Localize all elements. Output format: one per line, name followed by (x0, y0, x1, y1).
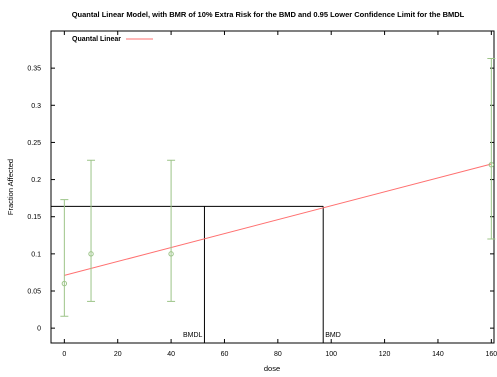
data-point (88, 251, 94, 257)
data-point (61, 280, 68, 287)
x-tick-label: 60 (221, 351, 229, 358)
bmdl-label: BMDL (183, 332, 203, 339)
y-axis: 0 0.05 0.1 0.15 0.2 0.25 0.3 0.35 (27, 66, 494, 333)
y-tick-label: 0.1 (31, 251, 41, 258)
plot-frame (50, 30, 495, 344)
data-point (488, 162, 495, 168)
x-tick-label: 20 (114, 351, 122, 358)
legend-label: Quantal Linear (72, 36, 121, 43)
y-tick-label: 0.3 (31, 103, 41, 110)
x-tick-label: 0 (62, 351, 66, 358)
chart-title: Quantal Linear Model, with BMR of 10% Ex… (72, 10, 465, 19)
model-line (64, 163, 492, 276)
y-tick-label: 0.15 (27, 214, 41, 221)
y-tick-label: 0 (37, 326, 41, 333)
legend: Quantal Linear (72, 36, 153, 43)
bmd-lines: BMDL BMD (51, 205, 341, 343)
y-tick-label: 0.2 (31, 177, 41, 184)
bmd-label: BMD (325, 332, 341, 339)
x-axis-label: dose (264, 364, 280, 373)
x-axis: 0 20 40 60 80 100 120 140 160 (62, 31, 497, 358)
x-tick-label: 80 (274, 351, 282, 358)
y-tick-label: 0.05 (27, 289, 41, 296)
y-tick-label: 0.35 (27, 66, 41, 73)
x-tick-label: 140 (432, 351, 444, 358)
series (60, 57, 496, 317)
x-tick-label: 120 (379, 351, 391, 358)
x-tick-label: 160 (485, 351, 497, 358)
y-axis-label: Fraction Affected (6, 159, 15, 215)
y-tick-label: 0.25 (27, 140, 41, 147)
x-tick-label: 100 (325, 351, 337, 358)
x-tick-label: 40 (167, 351, 175, 358)
data-point (168, 251, 174, 257)
